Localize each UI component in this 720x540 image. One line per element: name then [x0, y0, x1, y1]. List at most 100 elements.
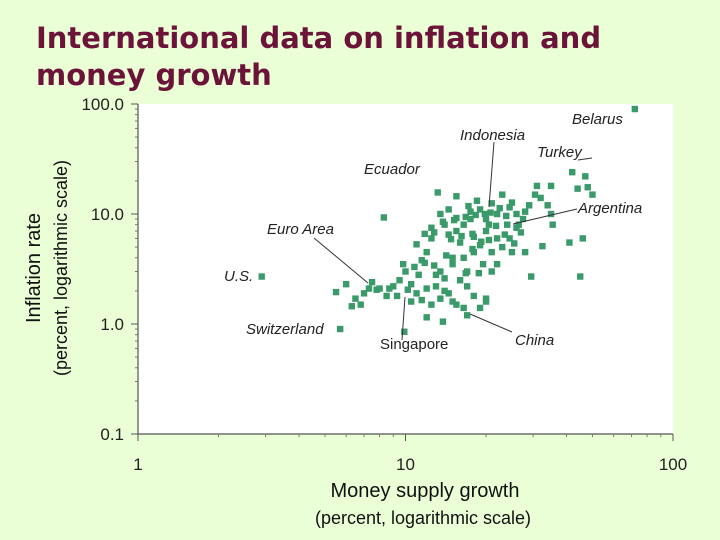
data-point	[383, 292, 390, 300]
data-point	[357, 301, 364, 308]
leader-line	[577, 157, 593, 161]
data-point	[434, 189, 441, 196]
data-point	[589, 191, 596, 198]
x-tick-label: 10	[396, 455, 415, 474]
annotation-label: Argentina	[577, 200, 642, 217]
data-point	[467, 215, 474, 223]
data-point	[390, 283, 397, 290]
data-point	[421, 230, 428, 238]
data-point	[513, 210, 520, 218]
data-point	[485, 236, 493, 244]
y-axis-title: Inflation rate	[23, 213, 45, 323]
data-point	[437, 210, 444, 218]
data-point	[493, 210, 501, 218]
data-point	[469, 230, 476, 238]
data-point	[488, 200, 495, 207]
data-point	[445, 290, 452, 297]
data-point	[463, 283, 471, 290]
data-point	[511, 240, 518, 247]
data-point	[418, 296, 425, 304]
data-point	[531, 191, 539, 198]
data-point	[423, 285, 430, 292]
y-tick-label: 1.0	[100, 315, 124, 334]
annotation-label: Belarus	[572, 111, 623, 128]
data-point	[462, 213, 469, 221]
data-point	[336, 325, 344, 333]
data-point	[396, 277, 403, 284]
data-point	[577, 273, 584, 280]
data-point	[437, 295, 444, 302]
data-point	[566, 239, 573, 246]
data-point	[439, 318, 447, 325]
data-point	[453, 193, 460, 200]
data-point	[479, 260, 487, 268]
data-point	[415, 271, 422, 279]
data-point	[499, 191, 506, 198]
data-point	[463, 312, 471, 319]
data-point	[258, 273, 265, 280]
data-point	[478, 238, 485, 245]
data-point	[430, 229, 438, 236]
leader-line	[512, 208, 578, 225]
data-point	[503, 212, 510, 220]
data-points	[258, 105, 639, 335]
x-tick-label: 100	[659, 455, 687, 474]
annotation-label: Indonesia	[460, 127, 525, 144]
data-point	[493, 235, 501, 242]
y-axis-subtitle: (percent, logarithmic scale)	[51, 160, 71, 376]
leader-line	[488, 141, 495, 208]
data-point	[399, 260, 407, 268]
data-point	[413, 290, 420, 297]
data-point	[401, 328, 408, 335]
x-tick-label: 1	[133, 455, 142, 474]
x-axis-subtitle: (percent, logarithmic scale)	[315, 508, 531, 528]
leader-line	[313, 237, 369, 284]
data-point	[584, 184, 591, 191]
data-point	[393, 292, 401, 300]
data-point	[428, 224, 435, 231]
data-point	[428, 301, 435, 308]
data-point	[445, 206, 452, 213]
y-tick-label: 100.0	[81, 95, 124, 114]
data-point	[467, 208, 474, 215]
data-point	[456, 277, 464, 284]
annotation-label: Switzerland	[246, 321, 324, 338]
data-point	[539, 242, 546, 250]
data-point	[527, 273, 535, 280]
data-point	[533, 182, 541, 190]
data-point	[428, 235, 435, 242]
data-point	[421, 259, 428, 267]
data-point	[365, 285, 373, 292]
data-point	[496, 204, 503, 212]
data-point	[411, 263, 418, 271]
x-axis-title: Money supply growth	[331, 480, 520, 502]
data-point	[456, 239, 464, 246]
data-point	[482, 215, 490, 223]
data-point	[386, 285, 393, 292]
data-point	[439, 218, 447, 225]
data-point	[485, 221, 493, 228]
data-point	[348, 303, 356, 310]
data-point	[373, 286, 380, 293]
leader-line	[401, 296, 406, 341]
data-point	[574, 185, 581, 192]
data-point	[582, 173, 589, 180]
annotation-leaders	[313, 141, 593, 341]
data-point	[470, 292, 477, 300]
data-point	[499, 243, 506, 251]
data-point	[458, 232, 465, 240]
data-point	[460, 221, 467, 228]
data-point	[547, 210, 555, 218]
data-point	[407, 298, 415, 305]
data-point	[449, 260, 456, 268]
data-point	[521, 208, 529, 215]
data-point	[476, 206, 484, 213]
data-point	[441, 275, 448, 282]
data-point	[487, 209, 494, 216]
data-point	[521, 248, 529, 256]
data-point	[476, 242, 484, 249]
data-point	[443, 252, 450, 259]
data-point	[631, 105, 639, 113]
data-point	[437, 268, 444, 275]
